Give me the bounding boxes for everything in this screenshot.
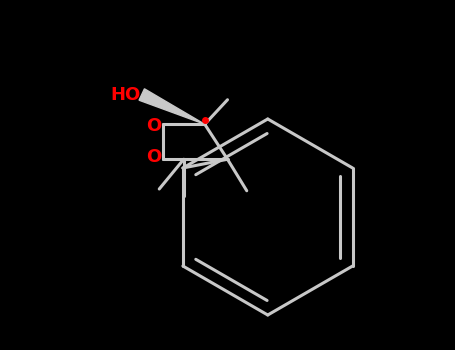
Text: O: O (147, 148, 162, 167)
Text: O: O (147, 117, 162, 135)
Text: HO: HO (111, 85, 141, 104)
Polygon shape (139, 89, 205, 124)
